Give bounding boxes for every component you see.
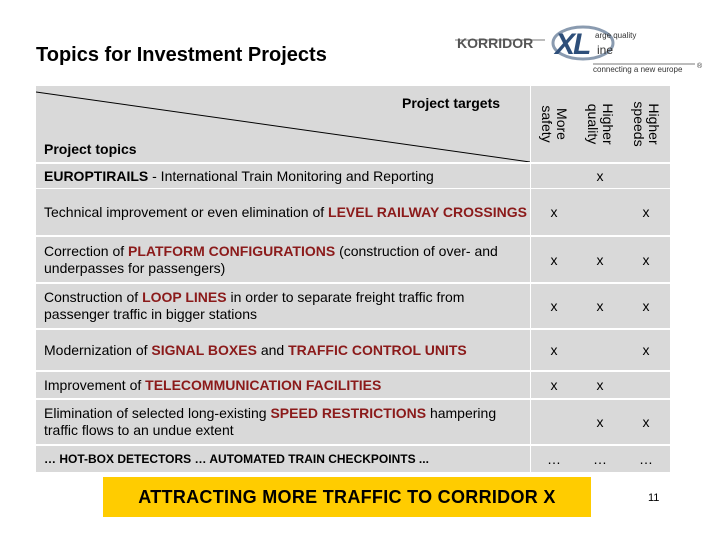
svg-text:®: ®	[697, 62, 703, 70]
column-header-safety: More safety	[539, 105, 570, 143]
svg-text:L: L	[573, 28, 591, 61]
topic-text-segment: Modernization of	[44, 341, 152, 358]
target-mark-cell: x	[642, 251, 650, 268]
column-divider	[530, 330, 531, 370]
column-header-quality: Higher quality	[585, 103, 616, 145]
korridor-xl-logo: KORRIDOR X L arge quality ine connecting…	[455, 18, 705, 80]
svg-text:X: X	[553, 28, 577, 61]
target-mark-cell	[623, 372, 669, 398]
target-mark-cell: …	[547, 451, 561, 467]
target-mark-cell: x	[642, 298, 650, 314]
column-header-speeds: Higher speeds	[631, 101, 662, 147]
column-divider	[530, 372, 531, 398]
target-mark-cell: …	[639, 451, 653, 467]
topic-text-segment: - International Train Monitoring and Rep…	[148, 167, 434, 184]
header-topics-cell	[36, 86, 530, 162]
table-row: Modernization of SIGNAL BOXES and TRAFFI…	[36, 330, 670, 370]
topic-text-segment: Technical improvement or even eliminatio…	[44, 203, 329, 220]
highlighted-term: TRAFFIC CONTROL UNITS	[288, 341, 467, 358]
table-row: … HOT-BOX DETECTORS … AUTOMATED TRAIN CH…	[36, 446, 670, 472]
header-diagonal-line	[36, 91, 530, 162]
topic-text-segment: in order to separate freight traffic fro…	[44, 289, 465, 322]
svg-text:KORRIDOR: KORRIDOR	[457, 35, 533, 51]
target-mark-cell: x	[642, 342, 650, 358]
project-topics-label: Project topics	[44, 141, 137, 157]
topic-text-segment: … HOT-BOX DETECTORS … AUTOMATED TRAIN CH…	[44, 452, 429, 466]
highlighted-term: LEVEL RAILWAY CROSSINGS	[328, 203, 527, 220]
table-row: Correction of PLATFORM CONFIGURATIONS (c…	[36, 237, 670, 282]
project-topic-text: Modernization of SIGNAL BOXES and TRAFFI…	[44, 330, 530, 370]
header-columns: More safety Higher quality Higher speeds	[530, 86, 670, 162]
svg-text:connecting a new europe: connecting a new europe	[593, 65, 683, 74]
slogan-banner: ATTRACTING MORE TRAFFIC TO CORRIDOR X	[103, 477, 591, 517]
target-mark-cell	[577, 189, 623, 235]
page-title: Topics for Investment Projects	[36, 44, 327, 66]
target-mark-cell: …	[593, 451, 607, 467]
highlighted-term: LOOP LINES	[142, 289, 227, 305]
svg-text:ine: ine	[597, 43, 613, 57]
target-mark-cell: x	[596, 414, 604, 430]
topic-text-segment: hampering traffic flows to an undue exte…	[44, 405, 497, 438]
target-mark-cell: x	[550, 204, 558, 220]
topic-text-segment: Elimination of selected long-existing	[44, 405, 271, 421]
target-mark-cell: x	[550, 298, 558, 314]
project-topic-text: Construction of LOOP LINES in order to s…	[44, 284, 530, 328]
target-mark-cell	[623, 164, 669, 188]
target-mark-cell: x	[642, 204, 650, 220]
project-topic-text: Elimination of selected long-existing SP…	[44, 400, 530, 444]
target-mark-cell: x	[550, 342, 558, 358]
target-mark-cell: x	[596, 377, 604, 393]
column-divider	[530, 164, 531, 188]
table-row: Construction of LOOP LINES in order to s…	[36, 284, 670, 328]
project-topic-text: Correction of PLATFORM CONFIGURATIONS (c…	[44, 237, 530, 282]
target-mark-cell: x	[596, 251, 604, 268]
column-divider	[530, 446, 531, 472]
highlighted-term: TELECOMMUNICATION FACILITIES	[145, 376, 382, 393]
target-mark-cell: x	[596, 298, 604, 314]
svg-text:arge quality: arge quality	[595, 31, 636, 40]
topic-text-segment: Construction of	[44, 289, 143, 305]
project-topic-text: … HOT-BOX DETECTORS … AUTOMATED TRAIN CH…	[44, 446, 530, 472]
column-divider	[530, 284, 531, 328]
column-divider	[530, 400, 531, 444]
target-mark-cell: x	[596, 168, 604, 184]
project-topic-text: Technical improvement or even eliminatio…	[44, 189, 530, 235]
project-topic-text: EUROPTIRAILS - International Train Monit…	[44, 164, 530, 188]
table-row: EUROPTIRAILS - International Train Monit…	[36, 164, 670, 188]
target-mark-cell: x	[550, 251, 558, 268]
table-row: Improvement of TELECOMMUNICATION FACILIT…	[36, 372, 670, 398]
target-mark-cell	[531, 400, 577, 444]
column-divider	[530, 189, 531, 235]
page-number: 11	[648, 492, 660, 504]
column-divider	[530, 237, 531, 282]
highlighted-term: PLATFORM CONFIGURATIONS	[128, 242, 336, 259]
topic-text-segment: Improvement of	[44, 376, 146, 393]
target-mark-cell	[531, 164, 577, 188]
topic-text-segment: Correction of	[44, 242, 129, 259]
highlighted-term: SPEED RESTRICTIONS	[270, 405, 427, 421]
topic-text-segment: and	[256, 341, 289, 358]
highlighted-term: SIGNAL BOXES	[151, 341, 257, 358]
topic-text-segment: EUROPTIRAILS	[44, 167, 149, 184]
table-row: Technical improvement or even eliminatio…	[36, 189, 670, 235]
project-topic-text: Improvement of TELECOMMUNICATION FACILIT…	[44, 372, 530, 398]
target-mark-cell: x	[550, 377, 558, 393]
target-mark-cell: x	[642, 414, 650, 430]
topic-text-segment: (construction of over- and underpasses f…	[44, 242, 498, 276]
project-targets-label: Project targets	[402, 95, 501, 111]
target-mark-cell	[577, 330, 623, 370]
table-row: Elimination of selected long-existing SP…	[36, 400, 670, 444]
